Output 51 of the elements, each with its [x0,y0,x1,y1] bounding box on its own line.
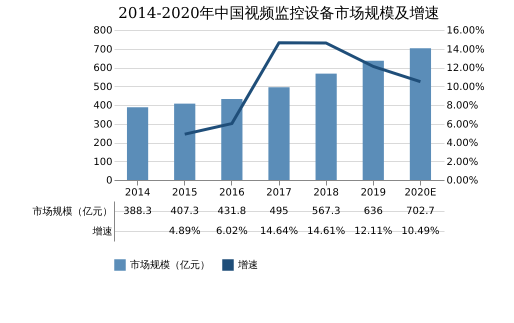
data-label: 636 [364,206,383,217]
y-tick-label: 100 [93,156,112,168]
bar [126,107,148,180]
data-label: 4.89% [168,226,201,237]
y2-tick-label: 4.00% [446,138,478,149]
y2-tick-label: 10.00% [446,82,485,93]
x-tick-label: 2014 [124,188,150,198]
line-series [183,41,422,136]
y2-tick-label: 6.00% [446,119,478,130]
x-tick-label: 2018 [313,188,339,198]
chart-title: 2014-2020年中国视频监控设备市场规模及增速 [118,4,440,22]
y-tick-label: 200 [93,138,112,149]
bar [268,87,290,180]
data-label: 702.7 [406,206,435,217]
x-tick-label: 2016 [219,188,245,198]
x-tick-label: 2017 [266,188,292,198]
data-label: 567.3 [312,206,340,217]
bar [410,48,432,180]
y-tick-label: 700 [93,44,112,56]
y-tick-label: 300 [93,119,112,130]
y2-tick-label: 16.00% [446,26,485,36]
y2-tick-label: 0.00% [446,176,478,186]
data-label: 407.3 [170,206,200,217]
bar [221,99,242,180]
legend-label: 增速 [237,259,258,271]
data-label: 388.3 [123,206,152,217]
y2-tick-label: 14.00% [446,44,485,56]
text: 市场规模（亿元） [32,206,112,218]
bar [362,60,384,180]
y2-tick-label: 8.00% [446,100,478,112]
text: 增速 [92,226,112,238]
y-tick-label: 400 [93,100,112,112]
y-tick-label: 800 [93,26,112,36]
y-tick-label: 600 [93,63,112,74]
y-tick-label: 500 [93,82,112,93]
y2-tick-label: 2.00% [446,156,478,168]
y2-tick-label: 12.00% [446,63,485,74]
x-tick-label: 2019 [360,188,386,198]
x-tick-label: 2020E [404,188,436,198]
bar [174,104,196,180]
data-label: 10.49% [401,226,440,237]
data-label: 14.64% [260,226,298,237]
x-tick-label: 2015 [172,188,198,198]
legend-label: 市场规模（亿元） [130,259,210,271]
bar [316,74,337,180]
data-label: 12.11% [354,226,392,237]
data-label: 6.02% [216,226,248,237]
data-label: 14.61% [307,226,346,237]
y-tick-label: 0 [106,176,112,186]
data-label: 495 [269,206,289,217]
data-label: 431.8 [218,206,246,217]
